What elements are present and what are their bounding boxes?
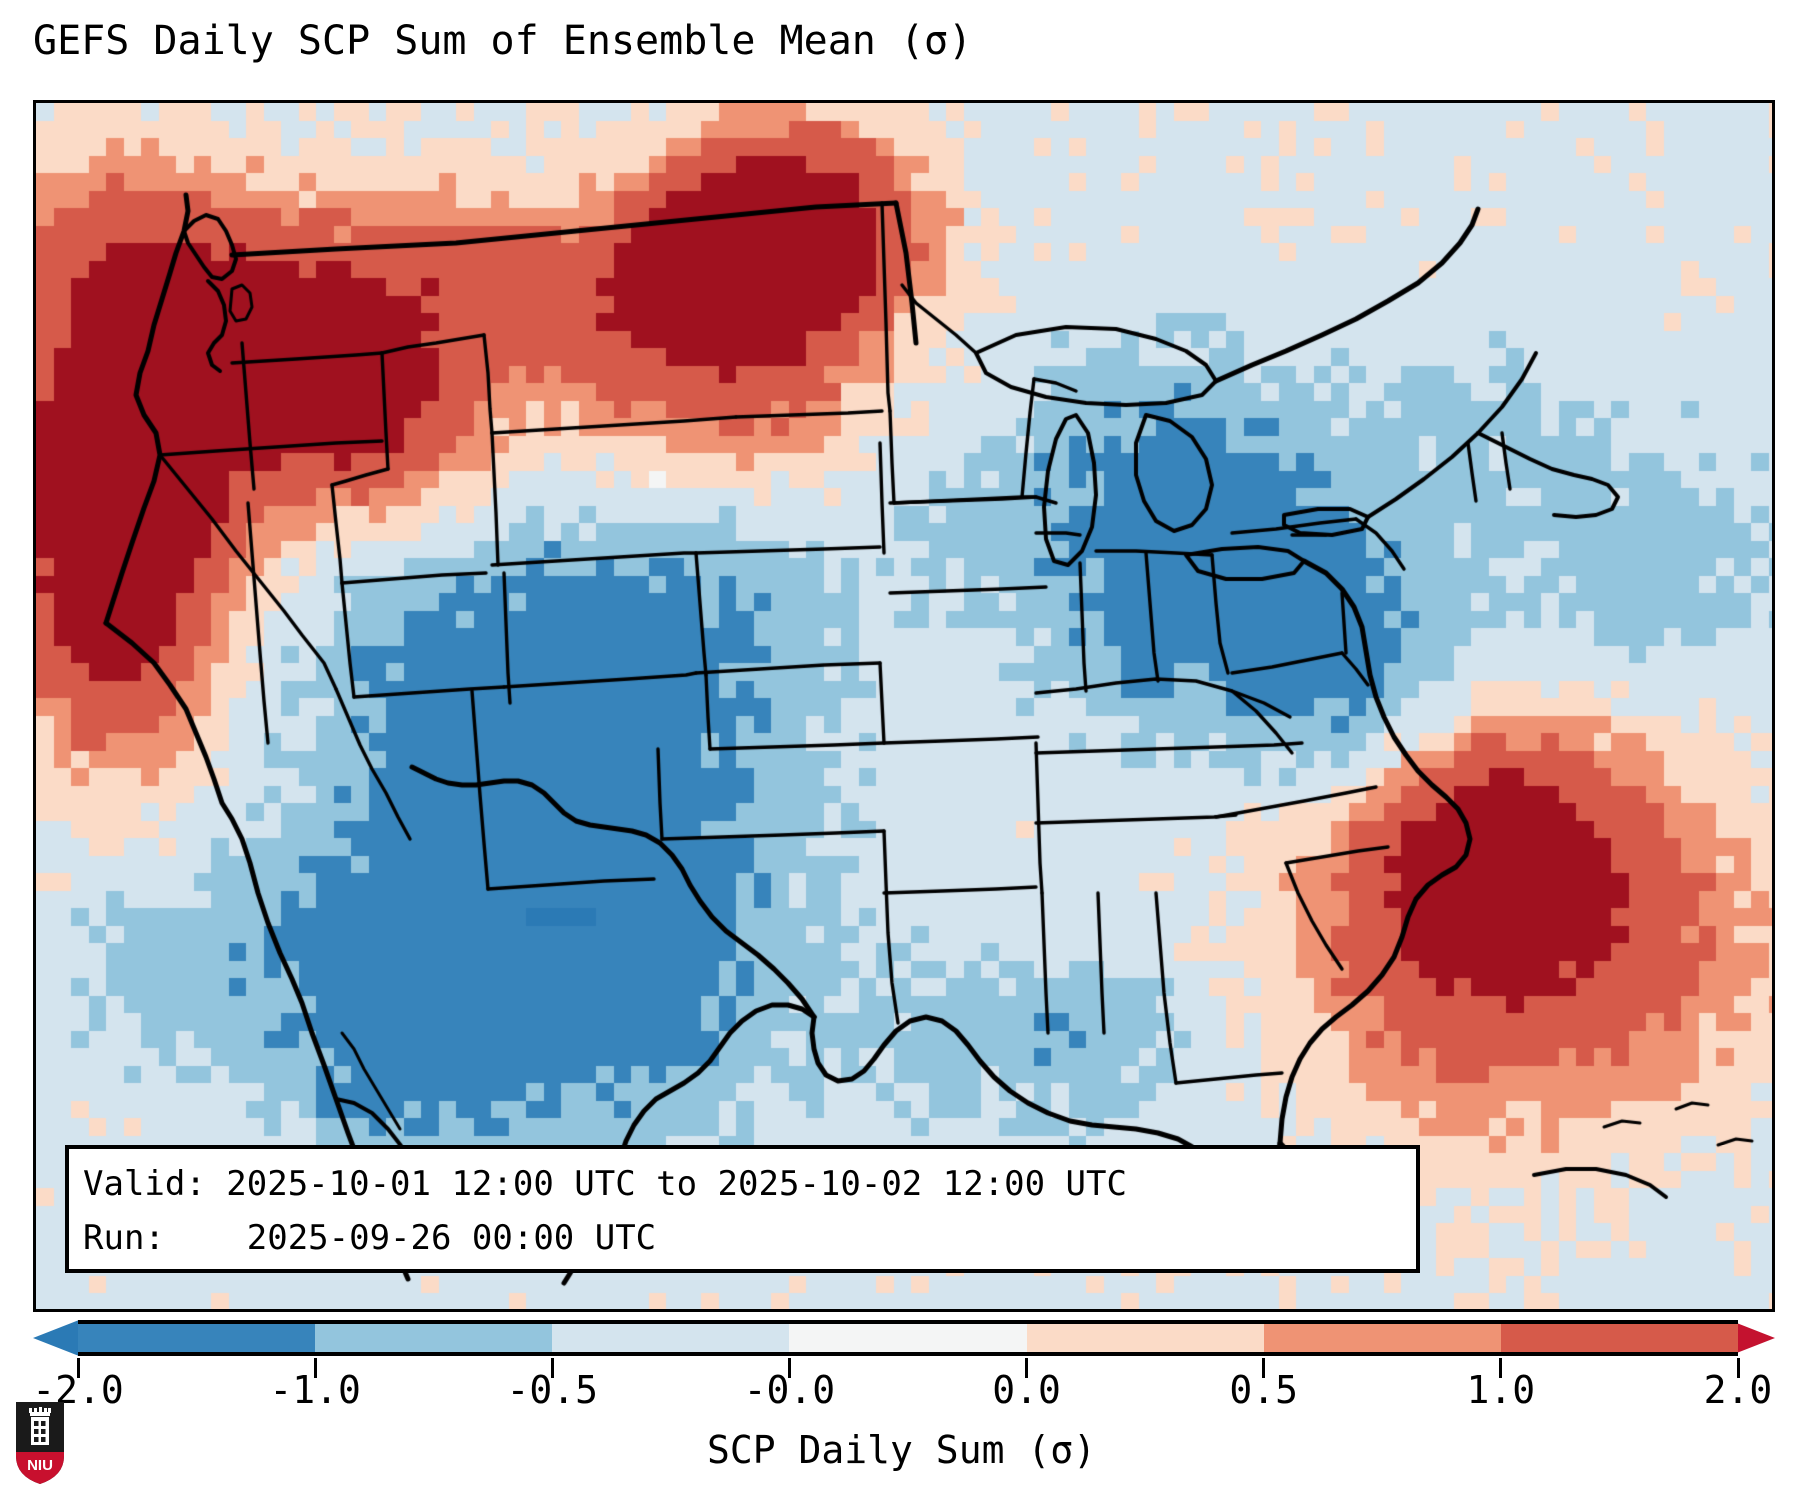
niu-shield-icon: NIU	[16, 1402, 64, 1484]
run-time-line: Run: 2025-09-26 00:00 UTC	[83, 1218, 657, 1258]
map-plot-area	[33, 100, 1775, 1312]
colorbar-tick-7	[1736, 1358, 1740, 1378]
colorbar-tick-label-4: 0.0	[992, 1368, 1061, 1412]
colorbar-ticks	[76, 1358, 1740, 1378]
colorbar-tick-5	[1262, 1358, 1266, 1378]
niu-logo-text: NIU	[27, 1457, 53, 1474]
colorbar	[32, 1320, 1775, 1378]
colorbar-tick-label-1: -1.0	[269, 1368, 361, 1412]
colorbar-under-arrow	[33, 1320, 79, 1356]
colorbar-track	[78, 1320, 1738, 1356]
valid-time-line: Valid: 2025-10-01 12:00 UTC to 2025-10-0…	[83, 1164, 1127, 1204]
colorbar-tick-4	[1025, 1358, 1029, 1378]
colorbar-axis-label: SCP Daily Sum (σ)	[707, 1428, 1096, 1472]
colorbar-tick-1	[313, 1358, 317, 1378]
colorbar-tick-6	[1499, 1358, 1503, 1378]
colorbar-segment-4	[1026, 1324, 1264, 1352]
colorbar-segment-6	[1500, 1324, 1738, 1352]
colorbar-tick-label-3: -0.0	[743, 1368, 836, 1412]
colorbar-tick-labels: -2.0 -1.0 -0.5 -0.0 0.0 0.5 1.0 2.0	[0, 1368, 1803, 1416]
colorbar-tick-label-5: 0.5	[1229, 1368, 1299, 1412]
colorbar-tick-label-6: 1.0	[1466, 1368, 1536, 1412]
colorbar-tick-label-2: -0.5	[506, 1368, 599, 1412]
colorbar-tick-2	[550, 1358, 554, 1378]
colorbar-tick-label-7: 2.0	[1703, 1368, 1773, 1412]
valid-run-info-box: Valid: 2025-10-01 12:00 UTC to 2025-10-0…	[65, 1145, 1420, 1273]
colorbar-tick-0	[76, 1358, 80, 1378]
colorbar-segment-0	[78, 1324, 316, 1352]
colorbar-segment-1	[315, 1324, 553, 1352]
niu-shield-logo: NIU	[14, 1400, 66, 1486]
page-title: GEFS Daily SCP Sum of Ensemble Mean (σ)	[33, 18, 973, 64]
colorbar-tick-3	[787, 1358, 791, 1378]
colorbar-segment-5	[1263, 1324, 1501, 1352]
scp-anomaly-heatmap	[36, 103, 1772, 1309]
colorbar-segment-3	[789, 1324, 1027, 1352]
colorbar-segment-2	[552, 1324, 790, 1352]
